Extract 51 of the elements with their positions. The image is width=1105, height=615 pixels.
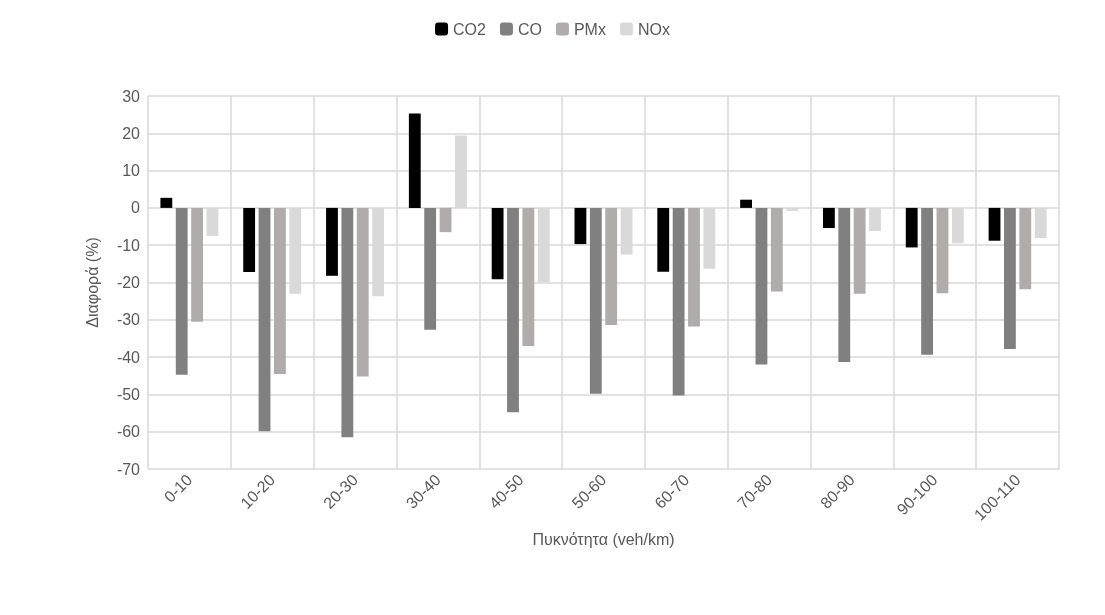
bar — [905, 207, 918, 248]
y-tick-label: -20 — [116, 274, 141, 291]
bar — [936, 207, 949, 294]
bar — [439, 207, 452, 233]
y-tick-label: 10 — [122, 162, 141, 180]
y-tick-label: 20 — [122, 124, 141, 142]
bar — [921, 207, 933, 355]
y-axis-title: Διαφορά (%) — [83, 237, 101, 328]
bar — [408, 113, 421, 208]
bar — [672, 207, 685, 396]
bar — [755, 207, 768, 365]
y-tick-label: 0 — [131, 199, 141, 217]
bar — [589, 207, 602, 394]
bar — [175, 207, 188, 375]
bar — [258, 207, 271, 432]
bar — [243, 207, 256, 273]
bar — [507, 207, 519, 413]
bar — [424, 207, 437, 330]
bar — [522, 207, 535, 346]
bar — [988, 207, 1001, 241]
legend-label: CO2 — [453, 20, 487, 38]
bar — [822, 207, 835, 229]
bar — [574, 207, 587, 245]
legend-label: PMx — [573, 20, 606, 38]
bar — [1003, 207, 1016, 349]
bar — [274, 207, 286, 374]
bar — [770, 207, 783, 292]
legend-label: CO — [517, 20, 542, 38]
bar — [1019, 207, 1032, 290]
bar — [740, 199, 752, 208]
y-tick-label: -40 — [116, 348, 141, 366]
bar — [356, 207, 369, 377]
y-tick-label: 30 — [122, 87, 141, 105]
bar — [491, 207, 504, 280]
y-tick-label: -70 — [116, 460, 141, 478]
bar — [838, 207, 851, 362]
y-tick-label: -10 — [116, 236, 141, 254]
bar — [853, 207, 866, 294]
bar — [160, 197, 173, 208]
y-tick-label: -60 — [116, 423, 141, 441]
bar — [326, 207, 338, 276]
x-tick-label: 0-10 — [160, 470, 196, 506]
x-axis-title: Πυκνότητα (veh/km) — [532, 530, 675, 548]
bar — [688, 207, 700, 327]
bar — [341, 207, 354, 438]
legend-label: NOx — [637, 20, 670, 38]
bar — [605, 207, 618, 326]
y-tick-label: -50 — [116, 385, 141, 403]
bar — [657, 207, 670, 272]
bar — [191, 207, 204, 322]
y-tick-label: -30 — [116, 311, 141, 329]
